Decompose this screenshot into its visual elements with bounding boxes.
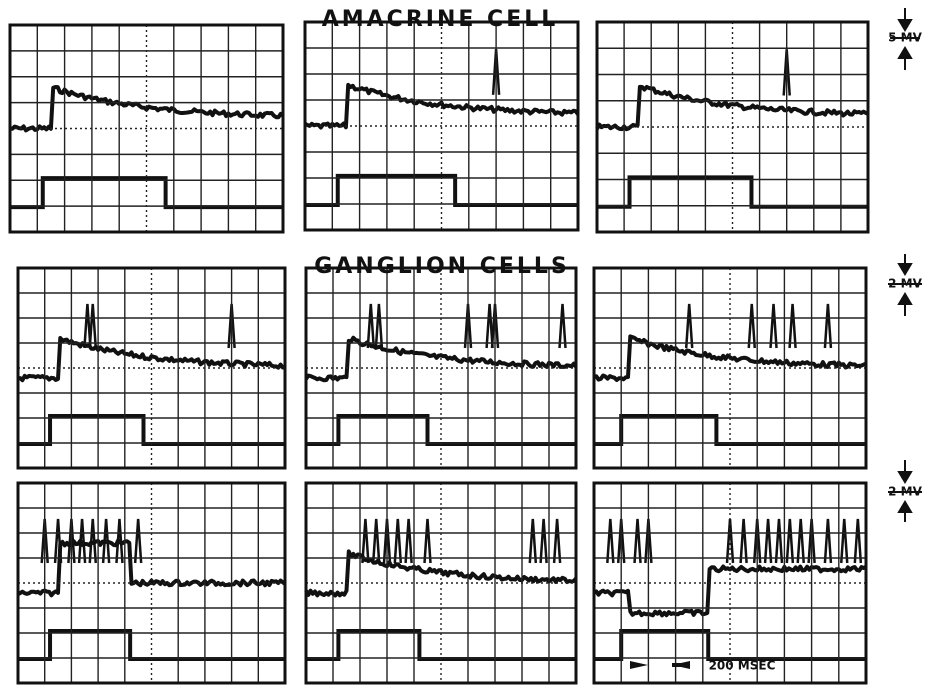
spike <box>790 304 796 348</box>
spike <box>771 304 777 348</box>
spike <box>554 519 560 563</box>
time-scale-label: 200 MSEC <box>709 659 776 673</box>
spike <box>395 519 401 563</box>
response-trace <box>10 87 283 130</box>
spike <box>84 304 90 348</box>
scale-label: 2 MV <box>888 277 922 291</box>
spike <box>135 519 141 563</box>
stimulus-trace <box>10 178 283 207</box>
spike <box>787 519 793 563</box>
spike <box>530 519 536 563</box>
spike <box>749 304 755 348</box>
spike <box>373 519 379 563</box>
scale-label: 2 MV <box>888 485 922 499</box>
spike <box>798 519 804 563</box>
amacrine-title: AMACRINE CELL <box>322 7 559 32</box>
spike <box>841 519 847 563</box>
spike <box>825 304 831 348</box>
spike <box>686 304 692 348</box>
spike <box>635 519 641 563</box>
spike <box>560 304 566 348</box>
spike <box>741 519 747 563</box>
spike <box>855 519 861 563</box>
spike <box>425 519 431 563</box>
spike <box>727 519 733 563</box>
spike <box>541 519 547 563</box>
time-arrows <box>630 661 690 669</box>
spike <box>376 304 382 348</box>
response-trace <box>305 85 578 128</box>
spike <box>776 519 782 563</box>
spike <box>406 519 412 563</box>
spike <box>825 519 831 563</box>
spike <box>487 304 493 348</box>
scale-label: 5 MV <box>888 31 922 45</box>
spike <box>765 519 771 563</box>
spike <box>607 519 613 563</box>
stimulus-trace <box>305 176 578 205</box>
ganglion-title: GANGLION CELLS <box>314 254 570 279</box>
figure: AMACRINE CELL GANGLION CELLS 5 MV 2 MV 2… <box>0 0 939 688</box>
